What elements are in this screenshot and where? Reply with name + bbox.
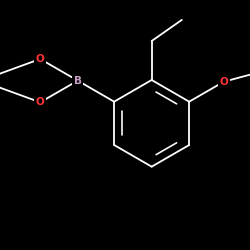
Text: O: O: [36, 54, 44, 64]
Text: O: O: [36, 97, 44, 107]
Text: O: O: [219, 77, 228, 87]
Text: B: B: [74, 76, 82, 86]
